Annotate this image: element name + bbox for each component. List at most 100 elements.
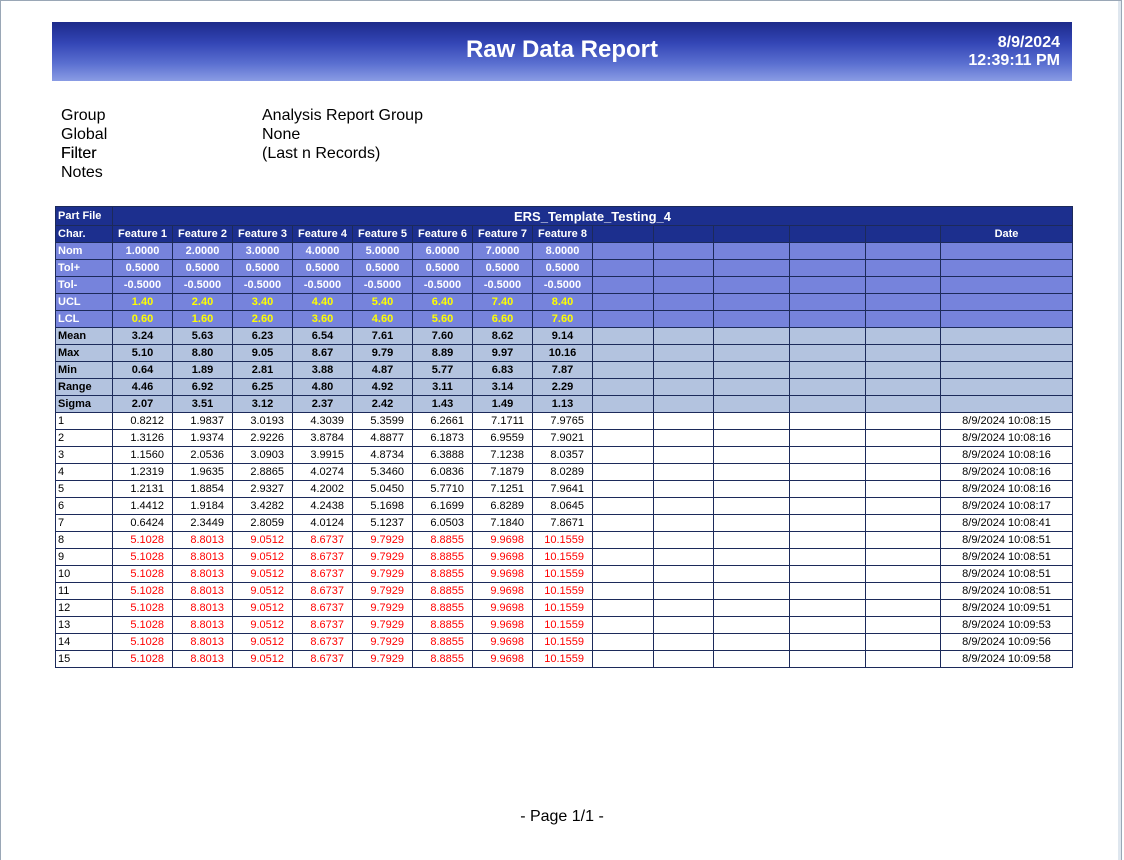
empty-cell — [789, 514, 866, 532]
measurement-value: 8.8013 — [172, 616, 233, 634]
measurement-value: 9.0512 — [232, 650, 293, 668]
empty-cell — [713, 259, 790, 277]
spec-value: 0.5000 — [352, 259, 413, 277]
spec-value: 4.0000 — [292, 242, 353, 260]
row-number: 1 — [55, 412, 113, 430]
empty-cell — [865, 599, 941, 617]
empty-cell — [653, 599, 714, 617]
measurement-value: 9.7929 — [352, 616, 413, 634]
measurement-value: 8.6737 — [292, 650, 353, 668]
empty-cell — [865, 582, 941, 600]
row-date: 8/9/2024 10:08:51 — [940, 531, 1073, 549]
spec-value: 8.67 — [292, 344, 353, 362]
spec-value: 3.11 — [412, 378, 473, 396]
spec-value: 3.60 — [292, 310, 353, 328]
spec-value: 3.14 — [472, 378, 533, 396]
empty-cell — [789, 650, 866, 668]
empty-cell — [940, 395, 1073, 413]
measurement-value: 8.8855 — [412, 599, 473, 617]
spec-value: 2.29 — [532, 378, 593, 396]
feature-header: Feature 3 — [232, 225, 293, 243]
empty-cell — [713, 446, 790, 464]
spec-value: 1.40 — [112, 293, 173, 311]
measurement-value: 8.6737 — [292, 633, 353, 651]
row-date: 8/9/2024 10:08:15 — [940, 412, 1073, 430]
spec-value: 1.60 — [172, 310, 233, 328]
measurement-value: 0.6424 — [112, 514, 173, 532]
empty-cell — [653, 412, 714, 430]
spec-value: 2.37 — [292, 395, 353, 413]
empty-cell — [592, 463, 654, 481]
measurement-value: 1.4412 — [112, 497, 173, 515]
info-label: Notes — [61, 164, 103, 181]
table-row: 2 1.3126 1.9374 2.9226 3.8784 4.8877 6.1873 6.9… — [55, 429, 1073, 447]
empty-cell — [592, 361, 654, 379]
measurement-value: 8.8013 — [172, 633, 233, 651]
row-date: 8/9/2024 10:09:58 — [940, 650, 1073, 668]
spec-value: 9.79 — [352, 344, 413, 362]
row-date: 8/9/2024 10:08:16 — [940, 463, 1073, 481]
empty-cell — [865, 650, 941, 668]
measurement-value: 8.8013 — [172, 599, 233, 617]
measurement-value: 5.0450 — [352, 480, 413, 498]
measurement-value: 7.9641 — [532, 480, 593, 498]
measurement-value: 7.9765 — [532, 412, 593, 430]
measurement-value: 1.9374 — [172, 429, 233, 447]
empty-cell — [713, 344, 790, 362]
empty-cell — [713, 514, 790, 532]
spec-value: 0.64 — [112, 361, 173, 379]
measurement-value: 9.7929 — [352, 633, 413, 651]
empty-cell — [592, 446, 654, 464]
spec-value: 4.80 — [292, 378, 353, 396]
spec-value: 4.92 — [352, 378, 413, 396]
report-date: 8/9/2024 — [997, 34, 1060, 51]
empty-cell — [865, 344, 941, 362]
empty-cell — [713, 650, 790, 668]
empty-cell — [592, 395, 654, 413]
measurement-value: 8.6737 — [292, 548, 353, 566]
empty-cell — [592, 259, 654, 277]
empty-cell — [865, 225, 941, 243]
empty-cell — [592, 599, 654, 617]
empty-cell — [713, 633, 790, 651]
measurement-value: 9.9698 — [472, 633, 533, 651]
spec-row: Min 0.64 1.89 2.81 3.88 4.87 5.77 6.83 7.87 — [55, 361, 1073, 379]
row-label: Tol+ — [55, 259, 113, 277]
measurement-value: 1.9184 — [172, 497, 233, 515]
row-date: 8/9/2024 10:08:17 — [940, 497, 1073, 515]
spec-value: 5.40 — [352, 293, 413, 311]
measurement-value: 2.3449 — [172, 514, 233, 532]
measurement-value: 2.9226 — [232, 429, 293, 447]
spec-value: 5.60 — [412, 310, 473, 328]
spec-value: 2.81 — [232, 361, 293, 379]
measurement-value: 10.1559 — [532, 531, 593, 549]
measurement-value: 4.3039 — [292, 412, 353, 430]
measurement-value: 9.7929 — [352, 548, 413, 566]
row-number: 3 — [55, 446, 113, 464]
measurement-value: 9.0512 — [232, 565, 293, 583]
spec-value: 4.60 — [352, 310, 413, 328]
empty-cell — [592, 310, 654, 328]
measurement-value: 5.1028 — [112, 548, 173, 566]
empty-cell — [865, 276, 941, 294]
table-row: 11 5.1028 8.8013 9.0512 8.6737 9.7929 8.8855 9.… — [55, 582, 1073, 600]
spec-value: 0.5000 — [172, 259, 233, 277]
measurement-value: 9.7929 — [352, 650, 413, 668]
part-file-label: Part File — [55, 206, 113, 226]
measurement-value: 5.1237 — [352, 514, 413, 532]
empty-cell — [592, 548, 654, 566]
measurement-value: 9.9698 — [472, 548, 533, 566]
row-date: 8/9/2024 10:08:51 — [940, 565, 1073, 583]
row-number: 5 — [55, 480, 113, 498]
report-datetime: 8/9/2024 12:39:11 PM — [968, 34, 1060, 70]
table-row: 9 5.1028 8.8013 9.0512 8.6737 9.7929 8.8855 9.9… — [55, 548, 1073, 566]
report-time: 12:39:11 PM — [968, 52, 1060, 69]
spec-value: 3.51 — [172, 395, 233, 413]
empty-cell — [789, 582, 866, 600]
measurement-value: 3.0193 — [232, 412, 293, 430]
spec-value: 9.14 — [532, 327, 593, 345]
measurement-value: 9.9698 — [472, 650, 533, 668]
row-label: Sigma — [55, 395, 113, 413]
empty-cell — [653, 429, 714, 447]
report-title: Raw Data Report — [465, 35, 659, 63]
